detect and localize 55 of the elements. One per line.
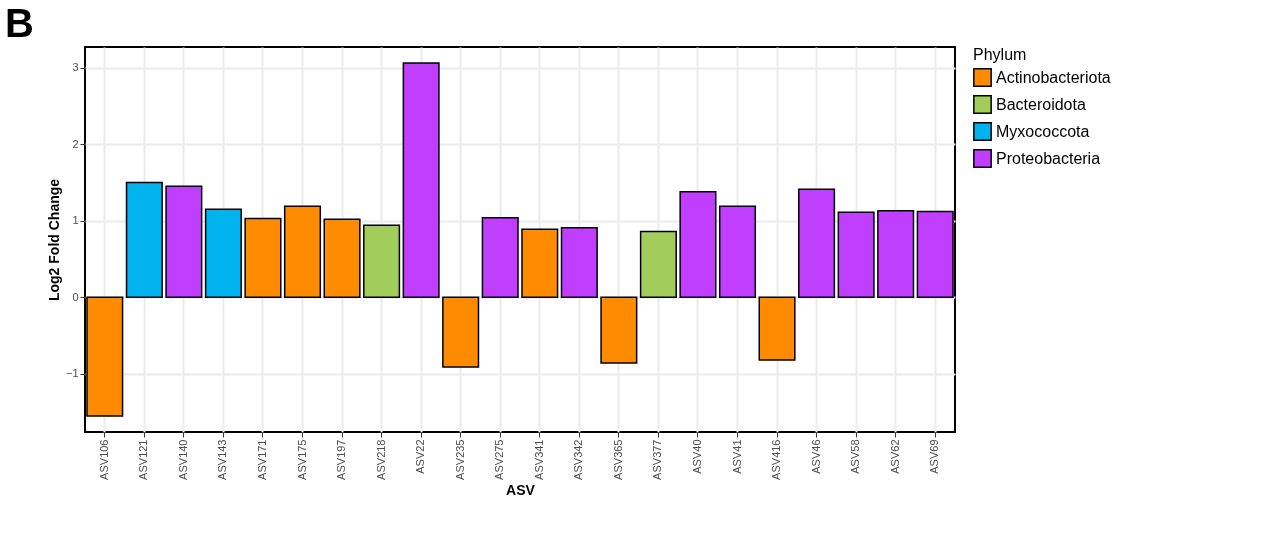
bar	[679, 190, 717, 299]
bar	[323, 218, 361, 299]
x-tick-label: ASV197	[335, 439, 348, 480]
x-tick-label: ASV171	[255, 439, 268, 480]
x-tick-label: ASV41	[730, 439, 743, 474]
y-axis-title: Log2 Fold Change	[45, 178, 62, 302]
x-tick-label: ASV341	[532, 439, 545, 480]
legend-title: Phylum	[973, 46, 1027, 63]
legend-label: Bacteroidota	[996, 95, 1086, 113]
x-tick-label: ASV416	[770, 439, 783, 480]
bar	[363, 224, 401, 299]
y-tick-label: 1	[72, 214, 79, 227]
bar	[877, 210, 915, 299]
bar	[244, 217, 282, 299]
x-tick-label: ASV121	[137, 439, 150, 480]
legend-label: Actinobacteriota	[996, 68, 1111, 86]
bar	[639, 230, 677, 299]
y-tick-label: 0	[72, 290, 79, 303]
y-tick-label: 3	[72, 61, 79, 74]
x-tick-label: ASV218	[374, 439, 387, 480]
bar	[758, 296, 796, 361]
bar	[718, 205, 757, 299]
bar	[165, 185, 203, 299]
x-axis-title: ASV	[506, 481, 536, 498]
x-tick-label: ASV175	[295, 439, 308, 480]
x-tick-label: ASV275	[493, 439, 506, 480]
x-tick-label: ASV22	[414, 439, 427, 474]
x-tick-label: ASV365	[611, 439, 624, 480]
legend-label: Myxococcota	[996, 122, 1090, 140]
x-tick-label: ASV40	[690, 439, 703, 474]
legend-label: Proteobacteria	[996, 149, 1101, 167]
x-tick-label: ASV46	[809, 439, 822, 474]
bar	[481, 216, 519, 299]
bar	[560, 226, 598, 299]
chart-title: B	[5, 1, 34, 45]
x-tick-label: ASV58	[849, 439, 862, 474]
bar	[442, 296, 480, 368]
x-tick-label: ASV62	[888, 439, 901, 474]
x-tick-label: ASV143	[216, 439, 229, 480]
bar	[798, 188, 836, 299]
bar	[600, 296, 638, 364]
bar	[402, 62, 440, 299]
x-tick-label: ASV342	[572, 439, 585, 480]
bar	[125, 181, 163, 299]
bar	[283, 205, 322, 299]
y-tick-label: 2	[72, 137, 79, 150]
bar	[837, 211, 875, 299]
x-tick-label: ASV69	[928, 439, 941, 474]
x-tick-label: ASV106	[97, 439, 110, 480]
bar	[521, 228, 559, 299]
y-tick-label: −1	[65, 367, 79, 380]
x-tick-label: ASV140	[176, 439, 189, 480]
x-tick-label: ASV235	[453, 439, 466, 480]
bar	[204, 208, 242, 299]
x-tick-label: ASV377	[651, 439, 664, 480]
